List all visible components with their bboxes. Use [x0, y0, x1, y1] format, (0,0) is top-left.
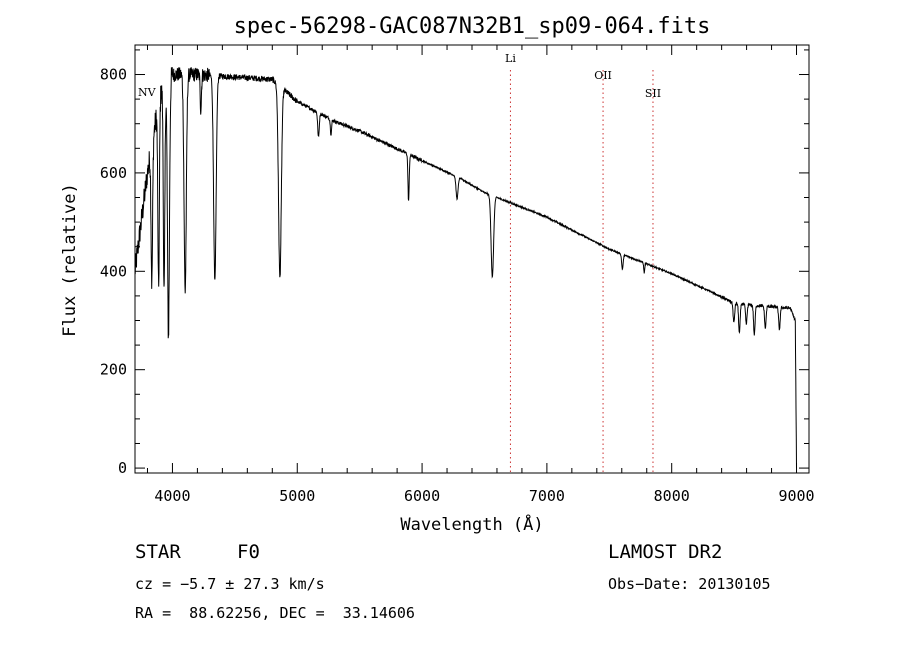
- x-tick-label: 8000: [654, 487, 690, 505]
- y-tick-label: 600: [100, 164, 127, 182]
- x-tick-label: 4000: [154, 487, 190, 505]
- coordinates: RA = 88.62256, DEC = 33.14606: [135, 604, 415, 622]
- marker-label-oii: OII: [594, 69, 612, 82]
- x-tick-label: 9000: [778, 487, 814, 505]
- object-class: STAR: [135, 541, 181, 563]
- plot-frame: [134, 44, 810, 474]
- redshift-cz: cz = −5.7 ± 27.3 km/s: [135, 575, 325, 593]
- line-markers: NV Li OII SII: [138, 52, 661, 473]
- spectrum-line: [134, 67, 797, 469]
- x-tick-label: 6000: [404, 487, 440, 505]
- subclass: F0: [237, 541, 260, 563]
- marker-label-sii: SII: [645, 87, 661, 100]
- x-axis-label: Wavelength (Å): [400, 513, 543, 535]
- chart-title: spec-56298-GAC087N32B1_sp09-064.fits: [234, 14, 711, 39]
- survey-name: LAMOST DR2: [608, 541, 723, 563]
- y-axis-label: Flux (relative): [60, 183, 80, 337]
- y-tick-label: 200: [100, 361, 127, 379]
- y-tick-label: 800: [100, 66, 127, 84]
- marker-label-nv: NV: [138, 86, 157, 99]
- x-tick-label: 7000: [529, 487, 565, 505]
- y-tick-label: 0: [118, 459, 127, 477]
- y-tick-label: 400: [100, 262, 127, 280]
- y-axis: 0 200 400 600 800: [100, 49, 809, 477]
- marker-label-li: Li: [505, 52, 516, 65]
- x-tick-label: 5000: [279, 487, 315, 505]
- x-axis: 4000 5000 6000 7000 8000 9000: [146, 45, 815, 505]
- obs-date: Obs−Date: 20130105: [608, 575, 771, 593]
